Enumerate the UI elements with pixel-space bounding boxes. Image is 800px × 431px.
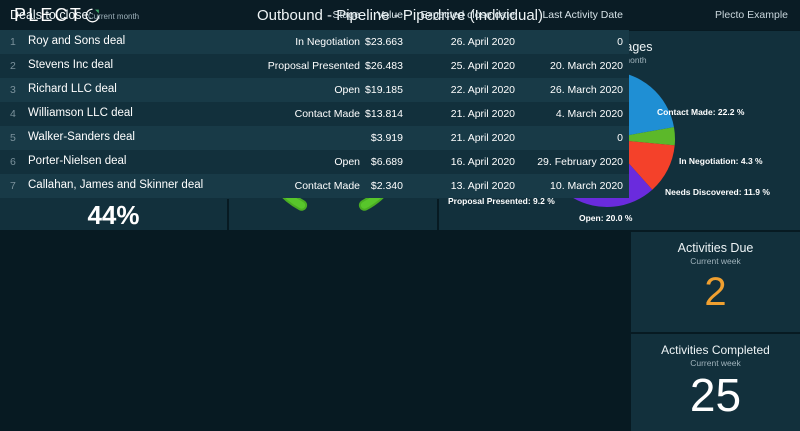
cell-expected-close-date: 21. April 2020: [450, 132, 515, 144]
cell-expected-close-date: 16. April 2020: [450, 156, 515, 168]
cell-value: $23.663: [365, 36, 403, 48]
pie-label-needs-discovered: Needs Discovered: 11.9 %: [665, 187, 770, 197]
cell-stage: In Negotiation: [295, 36, 360, 48]
column-header-expected-close-date[interactable]: Expected close date: [420, 9, 515, 21]
cell-expected-close-date: 25. April 2020: [450, 60, 515, 72]
cell-last-activity-date: 20. March 2020: [550, 60, 623, 72]
table-body: 1 Roy and Sons deal In Negotiation $23.663 2…: [0, 30, 629, 198]
cell-last-activity-date: 10. March 2020: [550, 180, 623, 192]
activities-due-widget[interactable]: Activities Due Current week 2: [631, 232, 800, 332]
cell-value: $6.689: [370, 156, 403, 168]
table-row[interactable]: 5 Walker-Sanders deal $3.919 21. April 2020…: [0, 126, 629, 150]
plecto-o-icon: [85, 8, 100, 23]
cell-last-activity-date: 0: [617, 132, 623, 144]
activities-completed-widget[interactable]: Activities Completed Current week 25: [631, 334, 800, 431]
account-label: Plecto Example: [715, 9, 788, 21]
cell-value: $3.919: [370, 132, 403, 144]
cell-expected-close-date: 13. April 2020: [450, 180, 515, 192]
cell-last-activity-date: 26. March 2020: [550, 84, 623, 96]
row-index: 5: [10, 132, 16, 144]
column-header-value[interactable]: Value: [376, 9, 403, 21]
activities-due-subtitle: Current week: [690, 256, 741, 266]
cell-last-activity-date: 0: [617, 36, 623, 48]
cell-expected-close-date: 22. April 2020: [450, 84, 515, 96]
row-index: 2: [10, 60, 16, 72]
close-rate-last-value: 44%: [87, 200, 140, 230]
pie-label-open: Open: 20.0 %: [579, 213, 633, 223]
cell-deal-name: Roy and Sons deal: [28, 35, 126, 47]
cell-last-activity-date: 29. February 2020: [537, 156, 623, 168]
cell-value: $26.483: [365, 60, 403, 72]
table-subtitle: Current month: [88, 12, 140, 21]
table-row[interactable]: 7 Callahan, James and Skinner deal Contact…: [0, 174, 629, 198]
cell-value: $13.814: [365, 108, 403, 120]
cell-stage: Open: [334, 84, 360, 96]
row-index: 1: [10, 36, 16, 48]
row-index: 7: [10, 180, 16, 192]
pie-slice[interactable]: [607, 127, 675, 146]
column-header-stage[interactable]: Stage: [332, 9, 360, 21]
cell-expected-close-date: 26. April 2020: [450, 36, 515, 48]
cell-expected-close-date: 21. April 2020: [450, 108, 515, 120]
cell-deal-name: Richard LLC deal: [28, 83, 117, 95]
cell-deal-name: Porter-Nielsen deal: [28, 155, 127, 167]
pie-label-contact-made: Contact Made: 22.2 %: [657, 107, 745, 117]
cell-deal-name: Walker-Sanders deal: [28, 131, 135, 143]
pie-label-in-negotiation: In Negotiation: 4.3 %: [679, 156, 763, 166]
cell-value: $2.340: [370, 180, 403, 192]
table-row[interactable]: 6 Porter-Nielsen deal Open $6.689 16. April …: [0, 150, 629, 174]
row-index: 6: [10, 156, 16, 168]
deals-to-close-table[interactable]: Deals to close: Current month Stage Valu…: [0, 0, 629, 199]
logo-text: PLECT: [14, 5, 84, 25]
row-index: 4: [10, 108, 16, 120]
row-index: 3: [10, 84, 16, 96]
table-title: Deals to close:: [10, 8, 92, 22]
app-header: PLECT Outbound - Pipeline - Pipedrive (I…: [0, 0, 800, 30]
table-row[interactable]: 4 Williamson LLC deal Contact Made $13.814 2…: [0, 102, 629, 126]
table-row[interactable]: 2 Stevens Inc deal Proposal Presented $26.4…: [0, 54, 629, 78]
activities-due-title: Activities Due: [677, 241, 754, 255]
dashboard-title: Outbound - Pipeline - Pipedrive (Individ…: [257, 6, 543, 24]
table-row[interactable]: 1 Roy and Sons deal In Negotiation $23.663 2…: [0, 30, 629, 54]
cell-last-activity-date: 4. March 2020: [555, 108, 623, 120]
column-header-last-activity-date[interactable]: Last Activity Date: [542, 9, 623, 21]
pie-label-proposal-presented: Proposal Presented: 9.2 %: [448, 196, 555, 206]
activities-completed-subtitle: Current week: [690, 358, 741, 368]
cell-stage: Contact Made: [294, 108, 360, 120]
table-row[interactable]: 3 Richard LLC deal Open $19.185 22. April 20…: [0, 78, 629, 102]
table-header: Deals to close: Current month Stage Valu…: [0, 0, 629, 30]
cell-stage: Contact Made: [294, 180, 360, 192]
cell-value: $19.185: [365, 84, 403, 96]
activities-due-value: 2: [704, 270, 727, 314]
cell-deal-name: Callahan, James and Skinner deal: [28, 179, 204, 191]
activities-completed-title: Activities Completed: [661, 343, 770, 357]
cell-stage: Open: [334, 156, 360, 168]
cell-stage: Proposal Presented: [267, 60, 360, 72]
cell-deal-name: Stevens Inc deal: [28, 59, 114, 71]
activities-completed-value: 25: [689, 369, 742, 421]
plecto-logo: PLECT: [14, 4, 100, 26]
cell-deal-name: Williamson LLC deal: [28, 107, 133, 119]
